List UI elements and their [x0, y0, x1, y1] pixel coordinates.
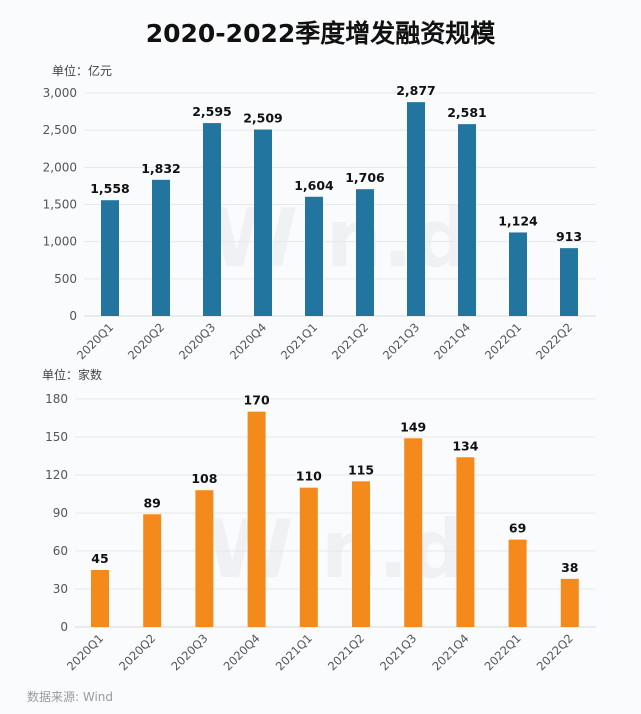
- y-tick-label: 1,000: [43, 235, 77, 249]
- unit-label: 单位：亿元: [52, 63, 112, 78]
- y-tick-label: 150: [45, 430, 68, 444]
- y-tick-label: 120: [45, 468, 68, 482]
- bar-2021Q1: [299, 487, 318, 627]
- bar-2020Q1: [91, 570, 109, 627]
- y-tick-label: 60: [53, 544, 68, 558]
- data-label: 134: [452, 438, 478, 453]
- y-tick-label: 0: [69, 309, 77, 323]
- bar-2021Q4: [458, 124, 476, 317]
- x-tick-label: 2021Q2: [325, 631, 367, 673]
- data-label: 1,124: [498, 213, 538, 228]
- bar-2022Q2: [560, 248, 578, 316]
- bar-2021Q1: [305, 196, 323, 316]
- data-source: 数据来源: Wind: [27, 690, 114, 704]
- unit-label: 单位：家数: [42, 367, 102, 382]
- data-label: 2,581: [447, 105, 487, 120]
- bar-2020Q2: [152, 179, 170, 316]
- y-tick-label: 2,500: [43, 123, 77, 137]
- wind-watermark: Win.d: [205, 503, 465, 596]
- data-label: 1,832: [141, 161, 181, 176]
- data-label: 913: [556, 229, 582, 244]
- bar-2020Q4: [254, 129, 272, 316]
- data-label: 115: [348, 462, 374, 477]
- bar-2020Q2: [143, 514, 162, 627]
- x-tick-label: 2020Q1: [64, 631, 106, 673]
- x-tick-label: 2021Q3: [377, 631, 419, 673]
- data-label: 170: [244, 393, 270, 408]
- y-tick-label: 500: [54, 272, 77, 286]
- x-tick-label: 2022Q1: [482, 631, 524, 673]
- bar-2020Q1: [101, 200, 119, 316]
- bar-2022Q1: [509, 232, 527, 316]
- y-tick-label: 1,500: [43, 198, 77, 212]
- wind-watermark: Win.d: [210, 192, 470, 285]
- x-tick-label: 2021Q1: [273, 631, 315, 673]
- bar-2022Q2: [560, 578, 579, 627]
- chart-title: 2020-2022季度增发融资规模: [145, 19, 496, 48]
- bar-2020Q3: [203, 123, 221, 316]
- data-label: 38: [561, 560, 578, 575]
- data-label: 110: [296, 469, 322, 484]
- bar-2021Q4: [456, 457, 475, 627]
- bar-2021Q2: [356, 189, 374, 316]
- x-tick-label: 2020Q3: [168, 631, 210, 673]
- bar-2021Q3: [404, 438, 423, 627]
- y-tick-label: 3,000: [43, 86, 77, 100]
- data-label: 2,509: [243, 110, 283, 125]
- x-tick-label: 2020Q2: [116, 631, 158, 673]
- x-tick-label: 2021Q4: [429, 631, 471, 673]
- y-tick-label: 180: [45, 392, 68, 406]
- data-label: 2,595: [192, 104, 232, 119]
- y-tick-label: 0: [60, 620, 68, 634]
- bar-2021Q3: [407, 102, 425, 316]
- x-tick-label: 2022Q2: [534, 631, 576, 673]
- y-tick-label: 2,000: [43, 160, 77, 174]
- amount-chart: Win.d 单位：亿元 0 500 1,000 1,500 2,000 2,500 3,000 1…: [43, 63, 596, 360]
- data-label: 2,877: [396, 83, 436, 98]
- y-tick-label: 90: [53, 506, 68, 520]
- data-label: 1,706: [345, 170, 385, 185]
- data-label: 89: [143, 495, 160, 510]
- count-chart: Win.d 单位：家数 0 30 60 90 120 150 180 45 2020Q1 89 2020…: [42, 367, 596, 673]
- data-label: 149: [400, 419, 426, 434]
- data-label: 69: [509, 521, 526, 536]
- data-label: 108: [191, 471, 217, 486]
- bar-2021Q2: [352, 481, 370, 627]
- data-label: 1,558: [90, 181, 130, 196]
- bar-2022Q1: [508, 539, 527, 627]
- y-tick-label: 30: [53, 582, 68, 596]
- bar-2020Q4: [247, 411, 266, 627]
- bar-2020Q3: [195, 490, 214, 627]
- data-label: 1,604: [294, 178, 334, 193]
- data-label: 45: [91, 551, 108, 566]
- x-tick-label: 2020Q4: [221, 631, 263, 673]
